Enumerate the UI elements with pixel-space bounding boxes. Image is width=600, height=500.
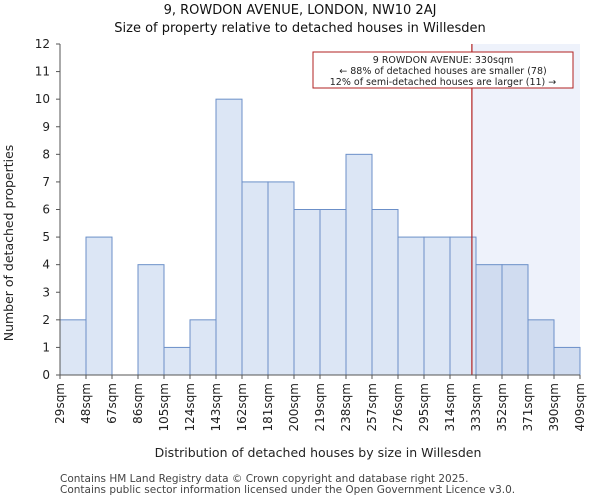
y-tick-label: 5: [42, 230, 50, 244]
y-tick-label: 9: [42, 120, 50, 134]
y-tick-label: 10: [35, 92, 50, 106]
annotation-line-2: ← 88% of detached houses are smaller (78…: [339, 66, 546, 77]
x-tick-label: 48sqm: [79, 383, 93, 424]
y-tick-label: 2: [42, 313, 50, 327]
y-tick-label: 8: [42, 147, 50, 161]
histogram-bar: [501, 264, 529, 376]
y-tick-label: 6: [42, 203, 50, 217]
histogram-bar: [397, 236, 425, 376]
y-tick-label: 12: [35, 37, 50, 51]
x-tick-label: 181sqm: [261, 383, 275, 431]
y-tick-label: 3: [42, 285, 50, 299]
x-tick-label: 390sqm: [547, 383, 561, 431]
y-tick-label: 7: [42, 175, 50, 189]
chart-title: 9, ROWDON AVENUE, LONDON, NW10 2AJ: [163, 3, 437, 18]
histogram-bar: [163, 346, 191, 376]
x-tick-label: 409sqm: [573, 383, 587, 431]
y-tick-label: 11: [35, 65, 50, 79]
histogram-bar: [423, 236, 451, 376]
x-tick-label: 371sqm: [521, 383, 535, 431]
chart-subtitle: Size of property relative to detached ho…: [114, 21, 486, 36]
x-tick-label: 352sqm: [495, 383, 509, 431]
histogram-bar: [345, 153, 373, 376]
histogram-bar: [189, 319, 217, 376]
x-tick-label: 105sqm: [157, 383, 171, 431]
histogram-bar: [319, 209, 347, 376]
histogram-bar: [293, 209, 321, 376]
footer-licence: Contains public sector information licen…: [60, 484, 516, 496]
x-tick-label: 219sqm: [313, 383, 327, 431]
x-axis-label: Distribution of detached houses by size …: [155, 445, 482, 460]
histogram-bar: [267, 181, 295, 376]
footer-copyright: Contains HM Land Registry data © Crown c…: [60, 473, 469, 485]
x-tick-label: 238sqm: [339, 383, 353, 431]
y-tick-label: 1: [42, 340, 50, 354]
histogram-bar: [85, 236, 113, 376]
histogram-bar: [241, 181, 269, 376]
x-tick-label: 124sqm: [183, 383, 197, 431]
y-tick-label: 4: [42, 258, 50, 272]
histogram-bar: [553, 346, 581, 376]
x-tick-label: 143sqm: [209, 383, 223, 431]
histogram-bar: [527, 319, 555, 376]
x-tick-label: 29sqm: [53, 383, 67, 424]
histogram-bar: [137, 264, 165, 376]
x-tick-label: 257sqm: [365, 383, 379, 431]
x-tick-label: 162sqm: [235, 383, 249, 431]
y-tick-label: 0: [42, 368, 50, 382]
x-tick-label: 333sqm: [469, 383, 483, 431]
histogram-bar: [475, 264, 503, 376]
x-tick-label: 200sqm: [287, 383, 301, 431]
x-tick-label: 276sqm: [391, 383, 405, 431]
x-tick-label: 67sqm: [105, 383, 119, 424]
y-axis-label: Number of detached properties: [1, 145, 16, 342]
annotation-line-3: 12% of semi-detached houses are larger (…: [330, 77, 557, 88]
property-annotation: 9 ROWDON AVENUE: 330sqm ← 88% of detache…: [312, 51, 574, 89]
x-tick-label: 314sqm: [443, 383, 457, 431]
annotation-box: [312, 51, 574, 89]
histogram-bar: [215, 98, 243, 376]
annotation-line-1: 9 ROWDON AVENUE: 330sqm: [373, 55, 514, 66]
x-tick-label: 295sqm: [417, 383, 431, 431]
histogram-bar: [371, 209, 399, 376]
x-tick-label: 86sqm: [131, 383, 145, 424]
histogram-bar: [59, 319, 87, 376]
